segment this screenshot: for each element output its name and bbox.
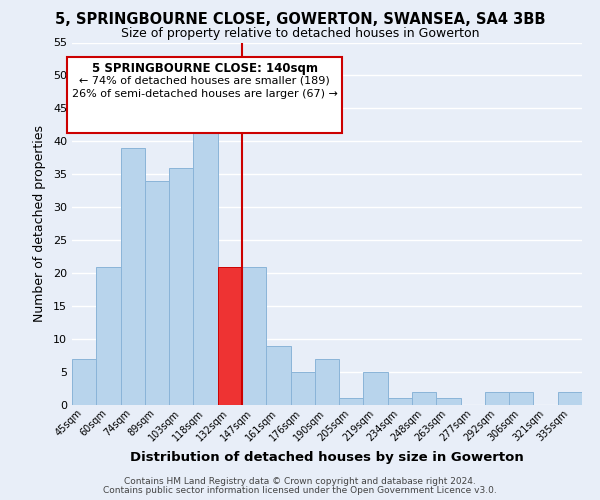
- Bar: [315, 359, 339, 405]
- Bar: [290, 372, 315, 405]
- Bar: [72, 359, 96, 405]
- Bar: [169, 168, 193, 405]
- Text: Contains public sector information licensed under the Open Government Licence v3: Contains public sector information licen…: [103, 486, 497, 495]
- Bar: [388, 398, 412, 405]
- Bar: [218, 266, 242, 405]
- FancyBboxPatch shape: [67, 57, 342, 133]
- Bar: [412, 392, 436, 405]
- Bar: [485, 392, 509, 405]
- Bar: [96, 266, 121, 405]
- Bar: [339, 398, 364, 405]
- Bar: [193, 122, 218, 405]
- Bar: [242, 266, 266, 405]
- Bar: [266, 346, 290, 405]
- Text: ← 74% of detached houses are smaller (189): ← 74% of detached houses are smaller (18…: [79, 76, 330, 86]
- Bar: [121, 148, 145, 405]
- Bar: [364, 372, 388, 405]
- Text: 5 SPRINGBOURNE CLOSE: 140sqm: 5 SPRINGBOURNE CLOSE: 140sqm: [92, 62, 317, 76]
- Text: 26% of semi-detached houses are larger (67) →: 26% of semi-detached houses are larger (…: [71, 89, 338, 99]
- Text: Contains HM Land Registry data © Crown copyright and database right 2024.: Contains HM Land Registry data © Crown c…: [124, 477, 476, 486]
- Text: 5, SPRINGBOURNE CLOSE, GOWERTON, SWANSEA, SA4 3BB: 5, SPRINGBOURNE CLOSE, GOWERTON, SWANSEA…: [55, 12, 545, 28]
- Y-axis label: Number of detached properties: Number of detached properties: [33, 125, 46, 322]
- Bar: [509, 392, 533, 405]
- Bar: [145, 181, 169, 405]
- Bar: [558, 392, 582, 405]
- Text: Size of property relative to detached houses in Gowerton: Size of property relative to detached ho…: [121, 28, 479, 40]
- Bar: [436, 398, 461, 405]
- X-axis label: Distribution of detached houses by size in Gowerton: Distribution of detached houses by size …: [130, 451, 524, 464]
